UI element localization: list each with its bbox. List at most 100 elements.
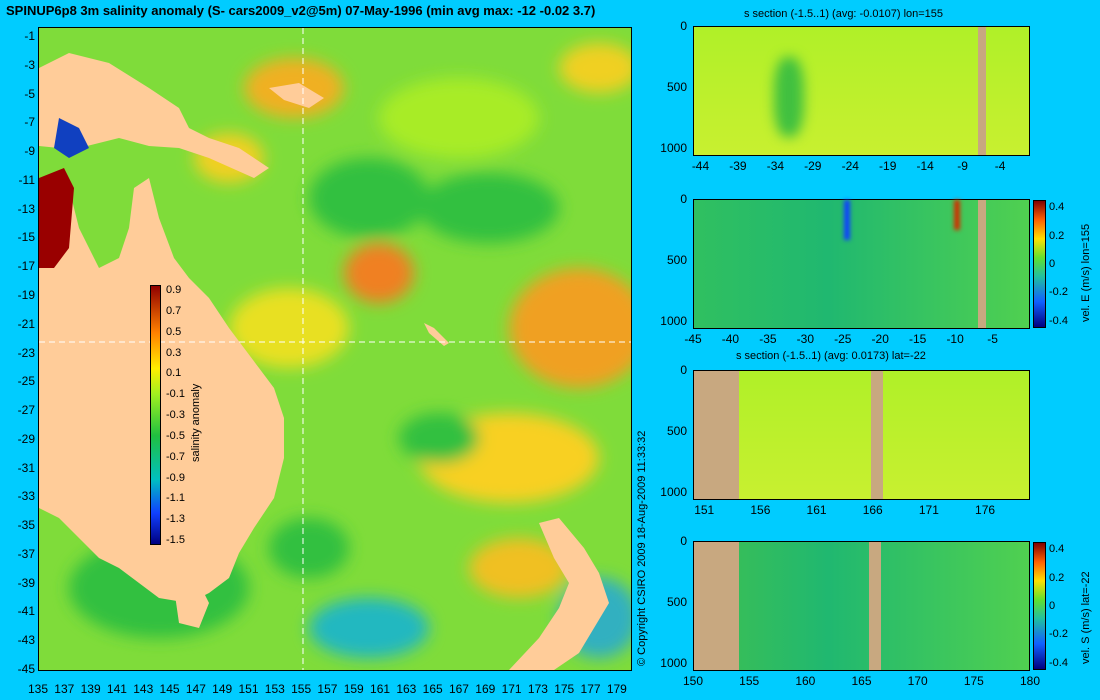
map-y-tick: -15 (17, 230, 35, 245)
map-colorbar-tick: 0.5 (166, 325, 182, 338)
map-y-tick: -45 (17, 662, 35, 676)
map-colorbar-tick: -0.9 (166, 471, 185, 484)
section4-colorbar-tick: 0.4 (1049, 543, 1065, 556)
map-y-tick: -35 (17, 518, 35, 533)
section1-x-tick: -14 (916, 159, 934, 173)
map-x-tick: 145 (159, 682, 180, 696)
map-colorbar-tick: 0.1 (166, 367, 182, 380)
section4-y-tick: 0 (680, 534, 687, 548)
map-x-tick: 135 (27, 682, 49, 696)
map-colorbar-tick: -0.1 (166, 388, 185, 401)
section1-x-tick: -34 (766, 159, 785, 173)
map-panel[interactable] (38, 27, 632, 671)
section3-y-tick: 500 (666, 423, 687, 438)
section3-plot[interactable] (693, 370, 1030, 500)
map-x-tick: 175 (554, 682, 575, 696)
map-x-tick: 141 (106, 682, 127, 696)
map-y-tick: -33 (17, 489, 35, 504)
section4-x-tick: 170 (907, 674, 928, 688)
section2-jet (844, 200, 850, 240)
section3-land-2 (871, 371, 883, 499)
map-colorbar-tick: -1.3 (166, 513, 185, 526)
map-y-tick: -37 (17, 546, 35, 561)
section1-plot[interactable] (693, 26, 1030, 156)
section1-x-tick: -39 (729, 159, 747, 173)
map-x-tick: 155 (291, 682, 312, 696)
map-x-tick: 143 (133, 682, 154, 696)
map-colorbar (150, 285, 161, 545)
section2-y-tick: 0 (680, 192, 687, 206)
new-caledonia-land (424, 323, 449, 346)
map-y-tick: -13 (17, 201, 35, 216)
section2-x-tick: -35 (759, 332, 777, 346)
map-x-tick: 163 (396, 682, 417, 696)
new-zealand-land (509, 518, 609, 670)
section1-y-tick: 1000 (660, 140, 687, 155)
section4-x-tick: 160 (795, 674, 816, 688)
section2-x-tick: -5 (987, 332, 998, 346)
section3-title: s section (-1.5..1) (avg: 0.0173) lat=-2… (736, 350, 926, 362)
map-x-tick: 151 (238, 682, 259, 696)
section1-x-tick: -29 (804, 159, 822, 173)
map-x-tick: 173 (527, 682, 548, 696)
section2-colorbar-tick: 0 (1049, 258, 1056, 270)
map-x-tick: 169 (475, 682, 496, 696)
map-x-tick: 147 (185, 682, 206, 696)
section4-plot[interactable] (693, 541, 1030, 671)
section1-title: s section (-1.5..1) (avg: -0.0107) lon=1… (744, 8, 944, 20)
section2-colorbar (1033, 200, 1046, 328)
section2-colorbar-tick: -0.2 (1049, 286, 1068, 299)
section2-colorbar-tick: -0.4 (1049, 314, 1068, 327)
map-plot[interactable] (39, 28, 631, 670)
section2-colorbar-tick: 0.4 (1049, 201, 1065, 214)
map-y-tick: -1 (24, 29, 35, 43)
map-colorbar-label: salinity anomaly (190, 383, 202, 462)
map-y-tick: -43 (17, 633, 35, 648)
map-x-tick: 179 (606, 682, 627, 696)
gulf-high-salinity (39, 168, 74, 268)
section4-land (694, 542, 739, 670)
section4-x-tick: 165 (851, 674, 872, 688)
map-colorbar-tick: 0.7 (166, 304, 182, 317)
map-y-tick: -23 (17, 345, 35, 360)
section4-colorbar (1033, 542, 1046, 670)
page-title: SPINUP6p8 3m salinity anomaly (S- cars20… (6, 3, 596, 18)
map-x-tick: 177 (580, 682, 601, 696)
australia-land (39, 178, 284, 603)
section4-colorbar-tick: 0.2 (1049, 571, 1065, 584)
section1-x-tick: -9 (957, 159, 968, 173)
section4-colorbar-tick: -0.4 (1049, 656, 1068, 669)
section2-x-tick: -25 (834, 332, 852, 346)
section1-y-tick: 0 (680, 19, 687, 33)
map-y-tick: -41 (17, 604, 35, 619)
map-y-tick: -3 (24, 57, 35, 72)
section4-x-tick: 175 (963, 674, 984, 688)
map-y-tick: -5 (24, 86, 35, 101)
map-x-tick: 137 (54, 682, 75, 696)
gulf-low-salinity (54, 118, 89, 158)
section3-x-tick: 166 (862, 503, 883, 517)
copyright-text: © Copyright CSIRO 2009 18-Aug-2009 11:33… (636, 430, 648, 666)
section1-x-tick: -24 (841, 159, 859, 173)
map-y-tick: -39 (17, 575, 35, 590)
section2-plot[interactable] (693, 199, 1030, 329)
section2-x-tick: -20 (871, 332, 889, 346)
map-colorbar-tick: 0.3 (166, 346, 182, 359)
section3-x-tick: 156 (750, 503, 771, 517)
map-y-tick: -17 (17, 259, 35, 274)
map-x-tick: 153 (264, 682, 285, 696)
map-colorbar-tick: -1.5 (166, 534, 185, 546)
map-y-tick: -29 (17, 431, 35, 446)
map-y-tick: -25 (17, 374, 35, 389)
section2-x-tick: -15 (908, 332, 927, 346)
map-colorbar-tick: -0.3 (166, 409, 185, 421)
map-y-tick: -19 (17, 287, 35, 302)
map-x-tick: 157 (317, 682, 338, 696)
section4-land-2 (869, 542, 881, 670)
map-y-tick: -31 (17, 460, 35, 475)
section2-colorbar-tick: 0.2 (1049, 229, 1065, 242)
map-x-tick: 167 (448, 682, 469, 696)
map-colorbar-tick: -0.5 (166, 429, 185, 442)
map-colorbar-tick: -0.7 (166, 450, 185, 463)
section3-x-tick: 151 (694, 503, 715, 517)
